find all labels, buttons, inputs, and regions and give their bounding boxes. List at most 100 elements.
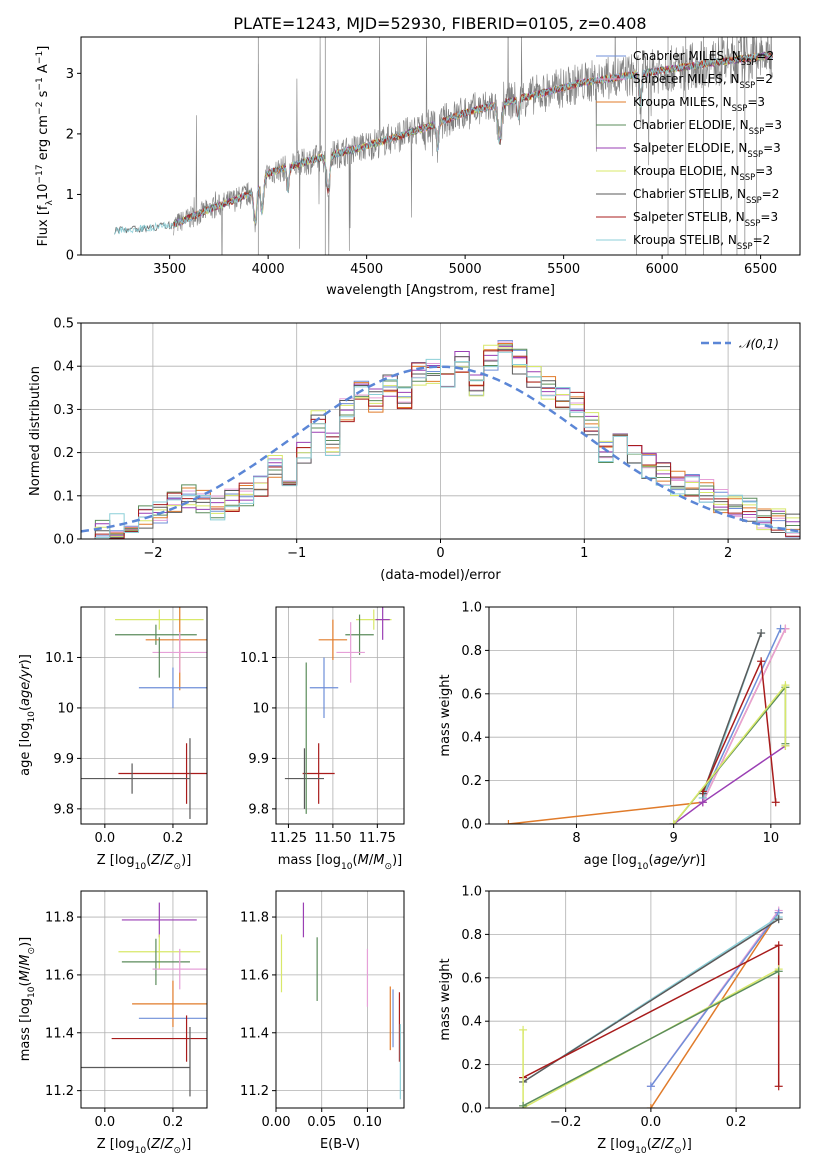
x-tick-label: 11.50 [314,831,351,846]
error-bar-point [111,1015,207,1062]
y-tick-label: 0.5 [53,317,74,332]
error-bar-point [152,948,207,990]
x-tick-label: 11.25 [270,831,307,846]
plot-area [81,607,207,819]
y-axis-label: Flux [fλ10−17 erg cm−2 s−1 A−1] [35,46,55,247]
x-tick-label: 8 [572,831,580,846]
error-bar-point [302,743,335,804]
legend-entry: Kroupa ELODIE, NSSP=3 [633,164,773,182]
y-tick-label: 10 [57,701,74,716]
legend-entry: Salpeter MILES, NSSP=2 [633,72,773,90]
legend: 𝒩(0,1) [701,337,779,351]
y-tick-label: 0.8 [461,644,482,659]
y-tick-label: 0.4 [461,731,482,746]
y-tick-label: 0.2 [461,1058,482,1073]
x-tick-label: 0.2 [726,1115,747,1130]
error-bar-point [121,938,190,986]
figure-title: PLATE=1243, MJD=52930, FIBERID=0105, z=0… [233,14,646,33]
mass-weight-line [702,628,782,799]
error-bar-point [115,609,204,630]
x-tick-label: 0.2 [163,1115,184,1130]
x-tick-label: −1 [287,546,306,561]
y-tick-label: 1.0 [461,885,482,900]
x-axis-label: Z [log10(Z/Z⊙)] [97,1137,192,1156]
legend-entry: Salpeter STELIB, NSSP=3 [633,210,778,228]
x-axis-label: wavelength [Angstrom, rest frame] [326,283,555,298]
y-axis-label: mass weight [438,674,453,756]
chart-age_vs_mass: 11.25 11.50 11.75 9.8 9.9 10 10.1 mass [log10(M… [240,606,405,872]
y-tick-label: 9.8 [248,802,269,817]
error-bar-point [375,607,390,640]
plus-marker [774,1082,783,1091]
mass-weight-line [522,970,780,1107]
model-line [114,52,773,235]
y-tick-label: 9.9 [53,752,74,767]
plus-marker [774,941,783,950]
plot-area [114,37,773,255]
error-bar-point [284,748,324,809]
legend-entry: Kroupa STELIB, NSSP=2 [633,233,770,251]
x-tick-label: 0.0 [641,1115,662,1130]
plot-area [81,902,207,1097]
y-tick-label: 9.8 [53,802,74,817]
y-tick-label: 11.4 [45,1026,74,1041]
x-tick-label: 10 [763,831,780,846]
y-tick-label: 0.3 [53,403,74,418]
x-tick-label: 6000 [646,262,679,277]
residual-histogram [81,351,800,539]
error-bar-point [118,934,201,970]
y-axis-label: age [log10(age/yr)] [18,654,37,776]
chart-spectrum: 3500 4000 4500 5000 5500 6000 6500 0 1 2 3 waveleng… [35,36,801,298]
y-tick-label: 0.6 [461,687,482,702]
mass-weight-line [650,912,780,1087]
axes-frame [80,606,208,825]
x-axis-label: mass [log10(M/M⊙)] [278,853,402,872]
legend-entry: Chabrier ELODIE, NSSP=3 [633,118,782,136]
y-tick-label: 1 [66,188,74,203]
plus-marker [781,741,790,750]
y-tick-label: 11.8 [240,911,269,926]
plot-area [504,624,790,824]
y-tick-label: 3 [66,67,74,82]
y-tick-label: 0.8 [461,928,482,943]
plus-marker [519,1025,528,1034]
plus-marker [646,1104,655,1108]
plus-marker [774,967,783,976]
plus-marker [504,820,513,824]
plus-marker [698,798,707,807]
x-tick-label: 0.0 [94,831,115,846]
x-tick-label: 0.0 [94,1115,115,1130]
y-tick-label: 11.8 [45,911,74,926]
mass-weight-line [702,658,777,803]
y-tick-label: 0.4 [53,360,74,375]
y-tick-label: 11.2 [45,1084,74,1099]
mass-weight-line [702,632,762,794]
error-bar-point [132,980,207,1027]
plus-marker [776,624,785,633]
plot-area [519,906,783,1108]
y-tick-label: 2 [66,127,74,142]
y-tick-label: 0 [66,249,74,264]
chart-mass_weight_vs_age: 8 9 10 0.0 0.2 0.4 0.6 0.8 1.0 mass weight age [lo… [438,601,801,872]
y-tick-label: 11.6 [45,968,74,983]
x-tick-label: 0.2 [163,831,184,846]
plot-area [280,902,401,1100]
plot-area [81,340,800,539]
y-tick-label: 0.4 [461,1015,482,1030]
plus-marker [774,915,783,924]
axes-frame [80,890,208,1109]
legend-entry: Chabrier MILES, NSSP=2 [633,49,774,67]
error-bar-point [121,902,197,938]
x-tick-label: 0.00 [262,1115,291,1130]
x-axis-label: (data-model)/error [380,568,501,583]
mass-weight-line [702,628,787,803]
legend-entry: Chabrier STELIB, NSSP=2 [633,187,779,205]
x-tick-label: 5500 [547,262,580,277]
chart-mass_weight_vs_Z: −0.2 0.0 0.2 0.0 0.2 0.4 0.6 0.8 1.0 mass weight Z… [438,885,801,1156]
y-tick-label: 9.9 [248,752,269,767]
error-bar-point [318,619,348,660]
y-tick-label: 11.4 [240,1026,269,1041]
axes-frame [275,890,405,1109]
x-tick-label: 11.75 [359,831,396,846]
